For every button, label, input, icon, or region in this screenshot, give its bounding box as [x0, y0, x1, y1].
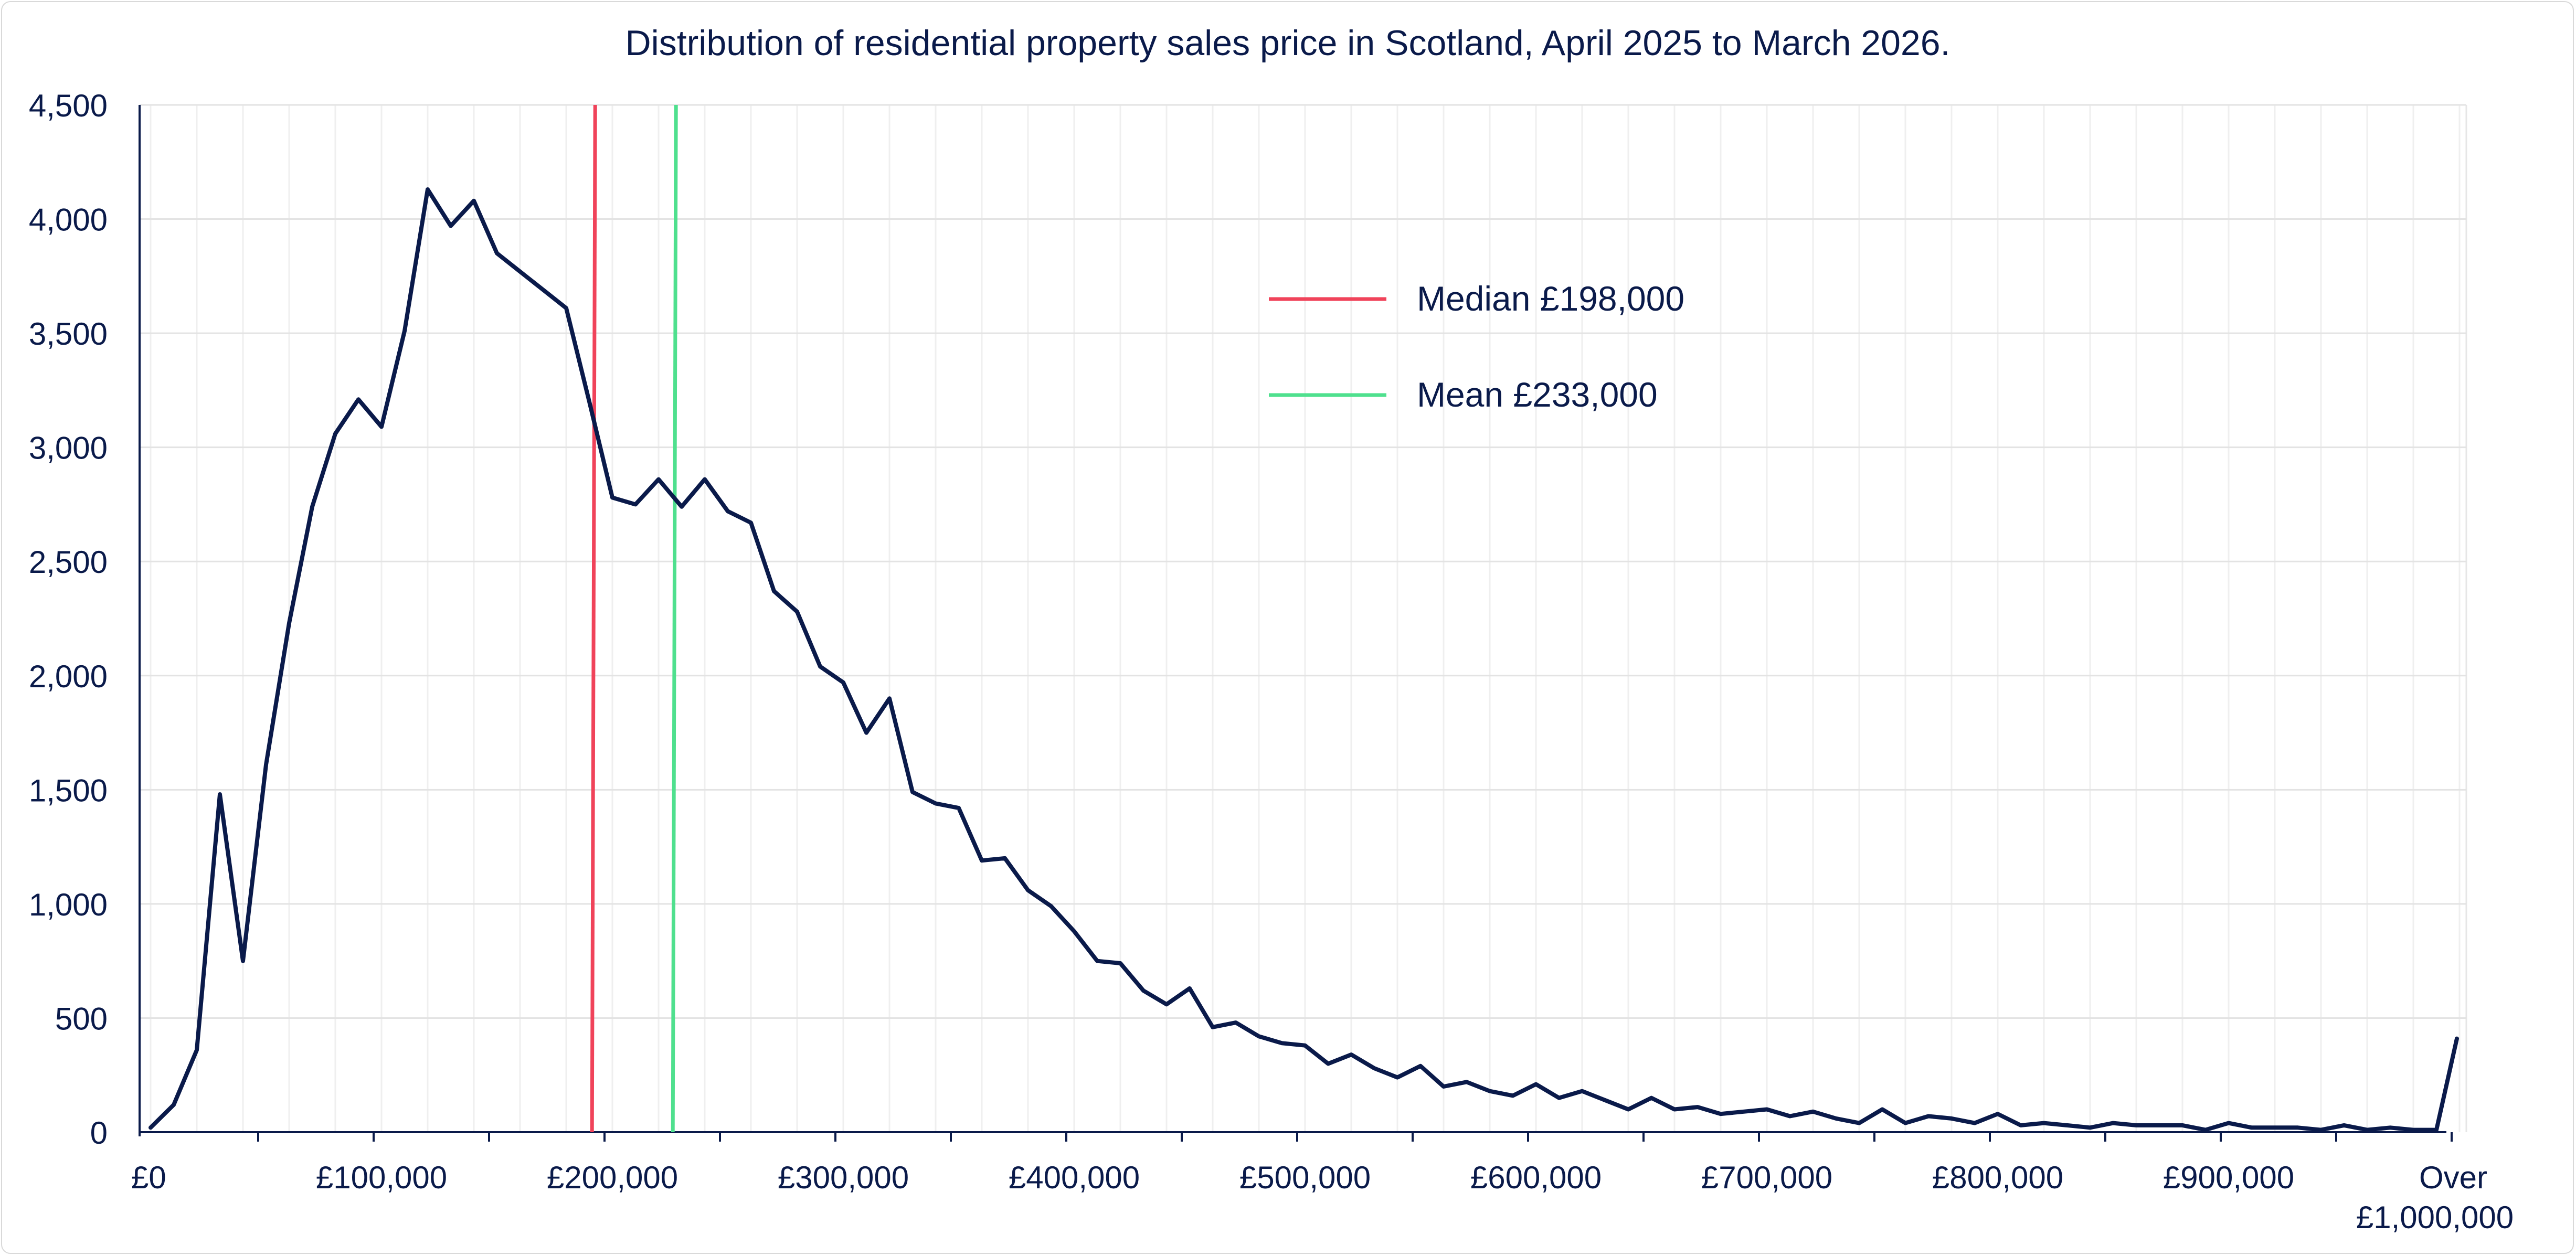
grid-lines — [140, 104, 2467, 1132]
y-tick-label: 500 — [55, 1001, 108, 1036]
x-tick-label: £100,000 — [316, 1160, 447, 1195]
y-tick-label: 4,500 — [29, 88, 108, 123]
y-tick-label: 3,500 — [29, 316, 108, 352]
mean-line — [671, 104, 678, 1133]
y-tick-label: 1,000 — [29, 887, 108, 922]
x-axis-tick-labels: £0 £100,000 £200,000 £300,000 £400,000 £500,0… — [131, 1160, 2514, 1235]
median-line — [590, 104, 597, 1133]
data-series — [149, 187, 2459, 1132]
y-tick-label: 3,000 — [29, 431, 108, 466]
x-tick-label: £800,000 — [1932, 1160, 2063, 1195]
x-tick-label: £200,000 — [547, 1160, 678, 1195]
x-tick-label: £600,000 — [1470, 1160, 1602, 1195]
x-tick-label: £700,000 — [1701, 1160, 1832, 1195]
y-tick-label: 4,000 — [29, 203, 108, 238]
x-tick-label: £0 — [131, 1160, 166, 1195]
x-tick-label: £300,000 — [778, 1160, 909, 1195]
x-tick-label: £900,000 — [2163, 1160, 2294, 1195]
x-tick-label-over: Over — [2419, 1160, 2487, 1195]
x-tick-label: £400,000 — [1009, 1160, 1140, 1195]
legend: Median £198,000 Mean £233,000 — [1269, 279, 1684, 414]
legend-label: Median £198,000 — [1417, 279, 1684, 318]
x-tick-label: £500,000 — [1239, 1160, 1371, 1195]
chart-title: Distribution of residential property sal… — [626, 23, 1950, 63]
y-tick-label: 0 — [90, 1115, 108, 1151]
x-tick-label-over-amount: £1,000,000 — [2356, 1200, 2514, 1235]
y-tick-label: 2,500 — [29, 545, 108, 580]
series-line — [149, 187, 2459, 1132]
legend-label: Mean £233,000 — [1417, 375, 1658, 414]
reference-lines — [590, 104, 678, 1133]
axes — [139, 105, 2453, 1142]
y-tick-label: 2,000 — [29, 659, 108, 694]
y-tick-label: 1,500 — [29, 773, 108, 808]
y-axis-tick-labels: 0 500 1,000 1,500 2,000 2,500 3,000 3,500 4,000 4… — [29, 88, 108, 1151]
